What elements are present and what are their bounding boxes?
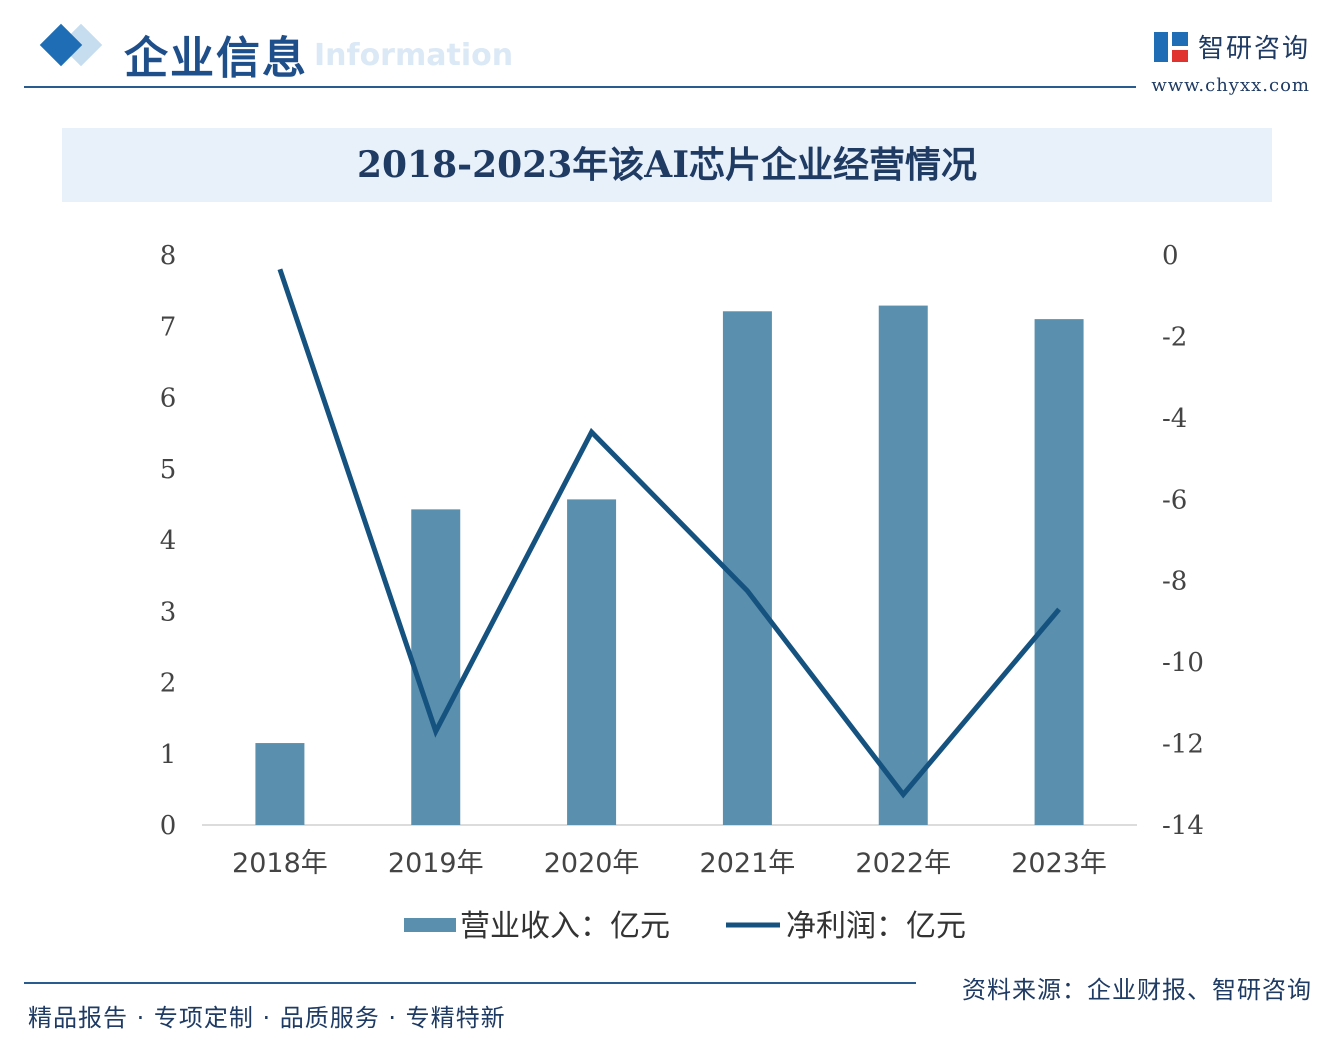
x-tick-label: 2020年 (544, 848, 640, 879)
bar-revenue (722, 311, 772, 826)
y-left-tick-label: 3 (160, 597, 177, 627)
y-right-tick-label: -8 (1162, 567, 1187, 597)
bar-revenue (255, 743, 305, 825)
x-tick-label: 2023年 (1011, 848, 1107, 879)
bar-revenue (567, 499, 617, 825)
chart-title-band: 2018-2023年该AI芯片企业经营情况 (62, 128, 1272, 202)
y-right-tick-label: -4 (1162, 404, 1187, 434)
y-left-tick-label: 1 (160, 740, 177, 770)
y-right-tick-label: -6 (1162, 485, 1187, 515)
y-left-tick-label: 6 (160, 384, 177, 414)
chart: 0 1 2 3 4 5 6 7 8 0 -2 -4 -6 -8 -10 -12 -14 2018年 2019年 202… (160, 241, 1204, 944)
source-note: 资料来源：企业财报、智研咨询 (962, 976, 1312, 1004)
bar-revenue (1034, 319, 1084, 825)
legend-label-net-profit: 净利润：亿元 (786, 909, 966, 944)
brand-logo-icon (1153, 31, 1188, 62)
x-tick-label: 2022年 (855, 848, 951, 879)
x-tick-label: 2019年 (388, 848, 484, 879)
y-left-tick-label: 0 (160, 811, 177, 841)
y-left-tick-label: 8 (160, 241, 177, 271)
y-right-tick-label: -14 (1162, 811, 1204, 841)
brand: 智研咨询 www.chyxx.com (1151, 28, 1310, 96)
bar-revenue (878, 305, 928, 825)
section-title: 企业信息 (124, 33, 308, 84)
section-title-en: Information (314, 38, 514, 73)
header-divider (24, 86, 1136, 88)
legend-swatch-revenue (404, 918, 456, 932)
y-left-tick-label: 5 (160, 455, 177, 485)
legend-label-revenue: 营业收入：亿元 (460, 909, 670, 944)
y-right-tick-label: 0 (1162, 241, 1179, 271)
y-left-tick-label: 4 (160, 526, 177, 556)
y-left-tick-label: 2 (160, 669, 177, 699)
x-tick-label: 2018年 (232, 848, 328, 879)
footer-slogan: 精品报告 · 专项定制 · 品质服务 · 专精特新 (28, 1004, 506, 1032)
line-net-profit (277, 268, 1061, 799)
brand-name: 智研咨询 (1197, 34, 1310, 64)
page-header: Information 企业信息 智研咨询 www.chyxx.com (0, 0, 1340, 100)
x-tick-label: 2021年 (700, 848, 796, 879)
brand-url: www.chyxx.com (1151, 75, 1310, 96)
y-left-tick-label: 7 (160, 312, 177, 342)
y-right-tick-label: -10 (1162, 648, 1204, 678)
y-right-tick-label: -12 (1162, 730, 1204, 760)
y-right-tick-label: -2 (1162, 322, 1187, 352)
bar-revenue (411, 509, 461, 825)
chart-title: 2018-2023年该AI芯片企业经营情况 (356, 144, 978, 186)
footer-divider (24, 982, 916, 984)
